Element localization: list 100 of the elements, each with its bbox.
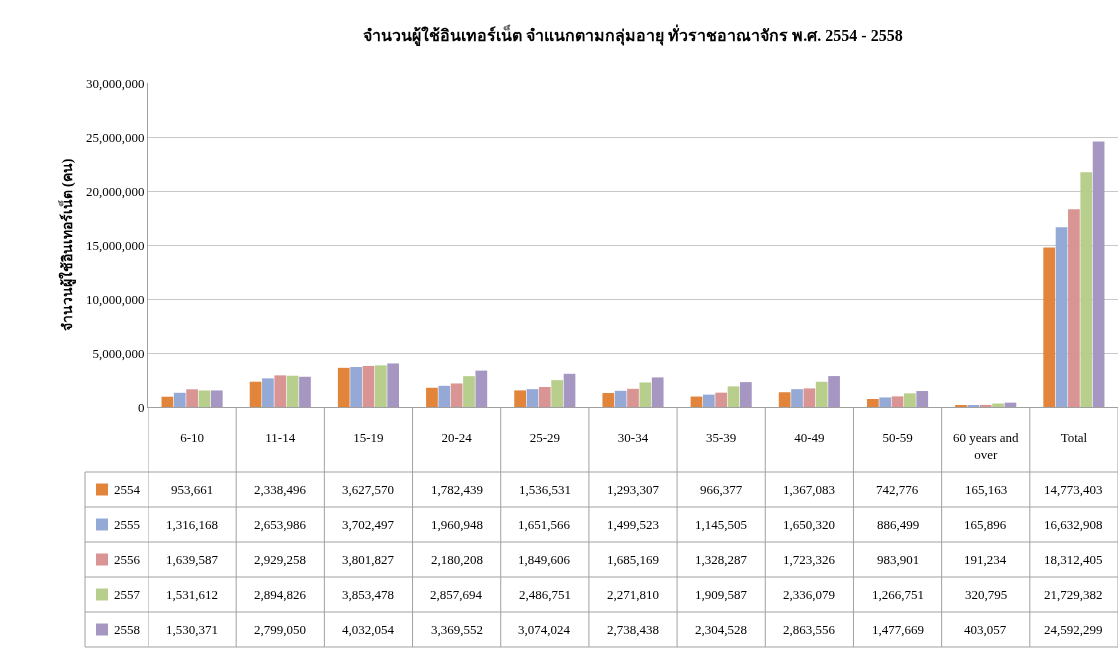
bar — [1080, 172, 1093, 407]
bar — [286, 375, 299, 407]
bar — [1092, 141, 1105, 407]
bar — [551, 380, 564, 407]
data-label: 2,653,986 — [254, 517, 307, 532]
data-label: 2,271,810 — [607, 587, 659, 602]
bar — [651, 377, 664, 407]
data-label: 18,312,405 — [1044, 552, 1103, 567]
bar — [198, 390, 211, 407]
data-label: 3,074,024 — [518, 622, 571, 637]
bar — [828, 376, 840, 407]
legend-label: 2556 — [114, 552, 141, 567]
bar — [362, 365, 375, 407]
y-tick-label: 25,000,000 — [85, 129, 145, 145]
data-label: 3,627,570 — [342, 482, 394, 497]
bar — [299, 376, 311, 407]
data-label: 1,328,287 — [695, 552, 748, 567]
bar — [791, 389, 803, 407]
data-label: 2,180,208 — [431, 552, 483, 567]
bar — [979, 404, 992, 407]
x-tick-label: Total — [1060, 429, 1088, 445]
data-label: 1,960,948 — [431, 517, 483, 532]
x-tick-label: 50-59 — [882, 429, 913, 445]
legend-label: 2557 — [114, 587, 141, 602]
data-label: 2,486,751 — [519, 587, 571, 602]
bar — [387, 363, 400, 407]
data-label: 24,592,299 — [1044, 622, 1103, 637]
data-label: 2,304,528 — [695, 622, 747, 637]
data-label: 3,369,552 — [431, 622, 483, 637]
bar — [274, 375, 287, 407]
data-label: 320,795 — [965, 587, 1008, 602]
data-label: 3,853,478 — [342, 587, 394, 602]
data-label: 165,896 — [964, 517, 1007, 532]
data-label: 886,499 — [877, 517, 920, 532]
bar — [475, 370, 488, 407]
y-tick-label: 5,000,000 — [92, 345, 145, 361]
data-label: 2,336,079 — [783, 587, 835, 602]
legend-label: 2558 — [114, 622, 140, 637]
bar — [639, 382, 652, 407]
chart-title: จำนวนผู้ใช้อินเทอร์เน็ต จำแนกตามกลุ่มอายุ ทั่วราชอาณาจักร พ.ศ. 2554 - 2558 — [363, 23, 903, 47]
bar — [866, 398, 879, 407]
bar — [463, 376, 475, 407]
data-label: 1,909,587 — [695, 587, 748, 602]
data-label: 1,685,169 — [607, 552, 659, 567]
data-label: 2,338,496 — [254, 482, 307, 497]
bar — [727, 386, 740, 407]
data-label: 1,536,531 — [519, 482, 571, 497]
data-label: 1,477,669 — [872, 622, 924, 637]
bar — [715, 392, 728, 407]
data-label: 1,650,320 — [783, 517, 835, 532]
bar — [538, 387, 551, 407]
data-label: 3,702,497 — [342, 517, 395, 532]
bar — [1043, 247, 1056, 407]
bar — [186, 389, 198, 407]
data-label: 2,894,826 — [254, 587, 307, 602]
bar — [514, 390, 526, 407]
bar — [249, 381, 262, 407]
x-tick-label: 11-14 — [265, 429, 296, 445]
bar — [702, 394, 715, 407]
data-label: 16,632,908 — [1044, 517, 1103, 532]
y-tick-label: 30,000,000 — [85, 75, 145, 91]
data-label: 4,032,054 — [342, 622, 395, 637]
bar — [778, 392, 791, 407]
data-label: 742,776 — [876, 482, 919, 497]
bar — [173, 392, 186, 407]
data-label: 1,530,371 — [166, 622, 218, 637]
data-label: 1,293,307 — [607, 482, 660, 497]
bar — [815, 381, 828, 407]
bar — [337, 367, 350, 407]
data-label: 3,801,827 — [342, 552, 395, 567]
data-label: 1,316,168 — [166, 517, 218, 532]
data-label: 1,266,751 — [872, 587, 924, 602]
data-label: 1,367,083 — [783, 482, 835, 497]
data-label: 1,531,612 — [166, 587, 218, 602]
x-tick-label: 30-34 — [617, 429, 649, 445]
x-tick-label: 15-19 — [353, 429, 384, 445]
x-tick-label: 60 years and over — [952, 429, 1020, 462]
x-tick-label: 6-10 — [180, 429, 205, 445]
data-label: 1,849,606 — [518, 552, 571, 567]
data-label: 966,377 — [700, 482, 743, 497]
x-tick-label: 35-39 — [706, 429, 737, 445]
bar — [210, 390, 223, 407]
bar — [526, 389, 539, 407]
bar — [161, 396, 174, 407]
bar — [614, 390, 627, 407]
bar — [627, 388, 639, 407]
bar — [740, 382, 752, 407]
data-label: 1,499,523 — [607, 517, 659, 532]
bar — [262, 378, 274, 407]
data-label: 983,901 — [877, 552, 920, 567]
data-label: 191,234 — [964, 552, 1007, 567]
data-label: 165,163 — [965, 482, 1008, 497]
x-tick-label: 40-49 — [794, 429, 825, 445]
bar — [1068, 209, 1080, 407]
bar — [450, 383, 463, 407]
bar — [916, 391, 929, 407]
data-label: 21,729,382 — [1044, 587, 1103, 602]
legend-label: 2555 — [114, 517, 140, 532]
data-label: 14,773,403 — [1044, 482, 1103, 497]
bar — [879, 397, 892, 407]
